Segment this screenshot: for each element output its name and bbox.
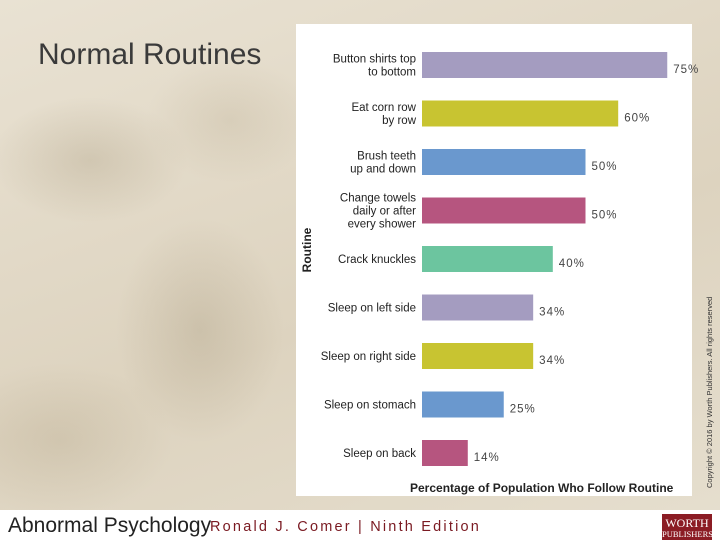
publisher-logo-line2: PUBLISHERS	[662, 529, 714, 539]
y-axis-title: Routine	[300, 227, 314, 272]
bar-5	[422, 246, 553, 272]
category-label-2-line-1: Eat corn row	[351, 102, 416, 114]
category-label-1-line-1: Button shirts top	[333, 54, 416, 66]
category-label-9-line-1: Sleep on back	[343, 448, 416, 460]
bar-9	[422, 440, 468, 466]
bar-8	[422, 391, 504, 418]
category-label-3-line-1: Brush teeth	[357, 151, 416, 163]
slide-title: Normal Routines	[38, 38, 262, 71]
category-label-4-line-2: daily or after	[353, 206, 416, 218]
category-label-5-line-1: Crack knuckles	[338, 254, 416, 266]
bar-4	[422, 197, 586, 224]
category-label-4-line-1: Change towels	[340, 193, 416, 205]
category-label-4-line-3: every shower	[348, 219, 417, 231]
footer-author-edition: Ronald J. Comer | Ninth Edition	[210, 519, 482, 535]
x-axis-title: Percentage of Population Who Follow Rout…	[410, 481, 674, 495]
bar-value-label-9: 14%	[474, 452, 500, 464]
footer-book-title: Abnormal Psychology	[8, 514, 212, 537]
bar-value-label-7: 34%	[539, 355, 565, 367]
category-label-6-line-1: Sleep on left side	[328, 303, 416, 315]
bar-value-label-5: 40%	[559, 258, 585, 270]
bar-value-label-2: 60%	[624, 113, 650, 125]
footer-bar: Abnormal Psychology Ronald J. Comer | Ni…	[0, 510, 720, 540]
publisher-logo: WORTH PUBLISHERS	[662, 514, 714, 540]
bar-value-label-4: 50%	[592, 210, 618, 222]
bar-6	[422, 294, 534, 321]
bar-3	[422, 149, 586, 175]
publisher-logo-line1: WORTH	[665, 516, 709, 530]
category-label-2-line-2: by row	[382, 115, 417, 127]
bar-value-label-3: 50%	[592, 161, 618, 173]
bar-1	[422, 52, 668, 78]
bar-value-label-8: 25%	[510, 404, 536, 416]
category-label-1-line-2: to bottom	[368, 67, 416, 79]
category-label-8-line-1: Sleep on stomach	[324, 400, 416, 412]
bar-value-label-6: 34%	[539, 307, 565, 319]
bar-7	[422, 343, 534, 369]
bar-2	[422, 100, 619, 127]
copyright-notice: Copyright © 2016 by Worth Publishers. Al…	[705, 296, 714, 488]
category-label-7-line-1: Sleep on right side	[321, 351, 416, 363]
category-label-3-line-2: up and down	[350, 164, 416, 176]
bar-value-label-1: 75%	[673, 64, 699, 76]
